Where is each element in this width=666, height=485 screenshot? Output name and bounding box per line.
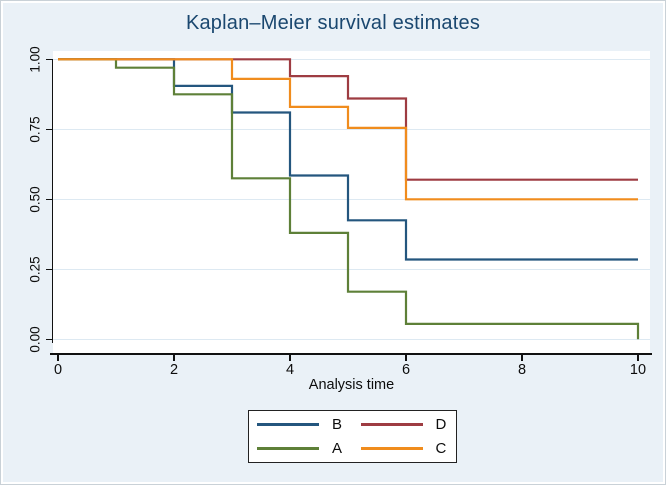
y-tick [46,198,53,201]
gridline [53,198,650,200]
y-tick [46,58,53,61]
legend-line-swatch [257,423,319,427]
x-axis-line [50,353,652,355]
series-C-curve [58,58,638,201]
x-tick-label: 6 [401,362,411,378]
series-A-curve [58,58,640,340]
x-tick [289,354,291,361]
figure-background: Kaplan–Meier survival estimates 1.00 0.75… [3,3,663,482]
legend-line-swatch [360,423,423,427]
x-tick-label: 10 [629,362,647,378]
gridline [53,268,650,270]
legend-line-swatch [257,446,319,450]
legend-label: A [332,439,343,457]
chart-title: Kaplan–Meier survival estimates [185,12,481,34]
x-tick-label: 8 [517,362,527,378]
legend-item-A: A [249,440,353,457]
legend-item-C: C [353,440,457,457]
legend: B D A C [248,410,457,463]
y-axis-line [51,60,54,343]
legend-label: C [435,439,447,457]
gridline [53,58,650,60]
y-tick [46,268,53,271]
y-tick [46,338,53,341]
legend-label: B [332,416,343,434]
legend-label: D [435,416,447,434]
x-tick [57,354,59,361]
gridline [53,338,650,340]
x-tick-label: 0 [53,362,63,378]
x-axis-title: Analysis time [308,377,395,393]
legend-item-B: B [249,416,353,433]
x-tick-label: 2 [169,362,179,378]
legend-line-swatch [360,446,423,450]
x-tick-label: 4 [285,362,295,378]
x-tick [637,354,639,361]
x-tick [173,354,175,361]
legend-item-D: D [353,416,457,433]
y-tick [46,128,53,131]
gridline [53,128,650,130]
survival-curves [58,58,640,340]
x-tick [521,354,523,361]
plot-area [53,51,650,354]
x-tick [405,354,407,361]
